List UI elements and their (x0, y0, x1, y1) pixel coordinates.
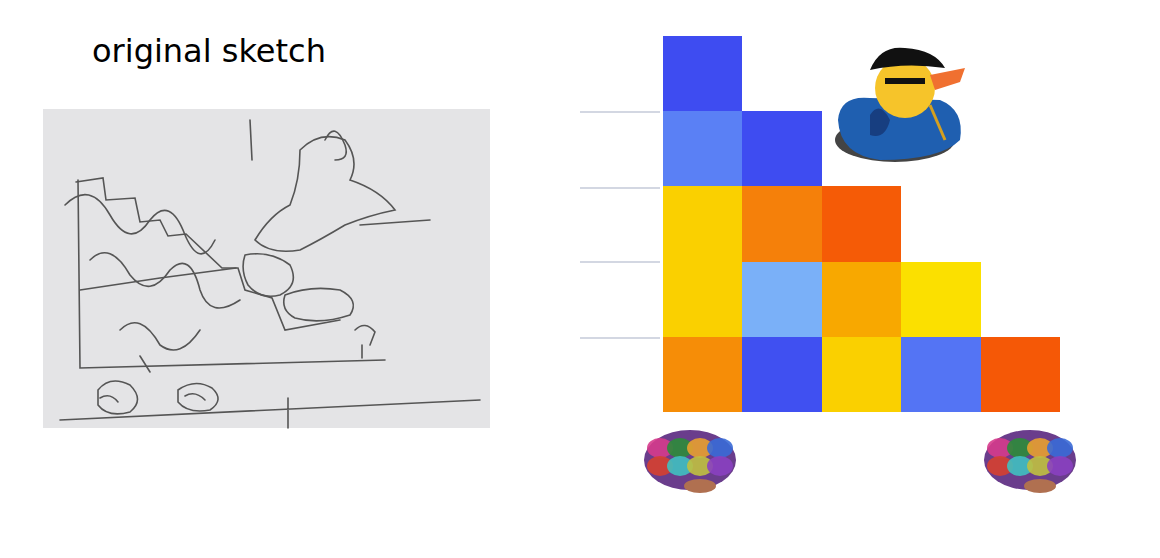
svg-text:original sketch: original sketch (92, 32, 326, 70)
